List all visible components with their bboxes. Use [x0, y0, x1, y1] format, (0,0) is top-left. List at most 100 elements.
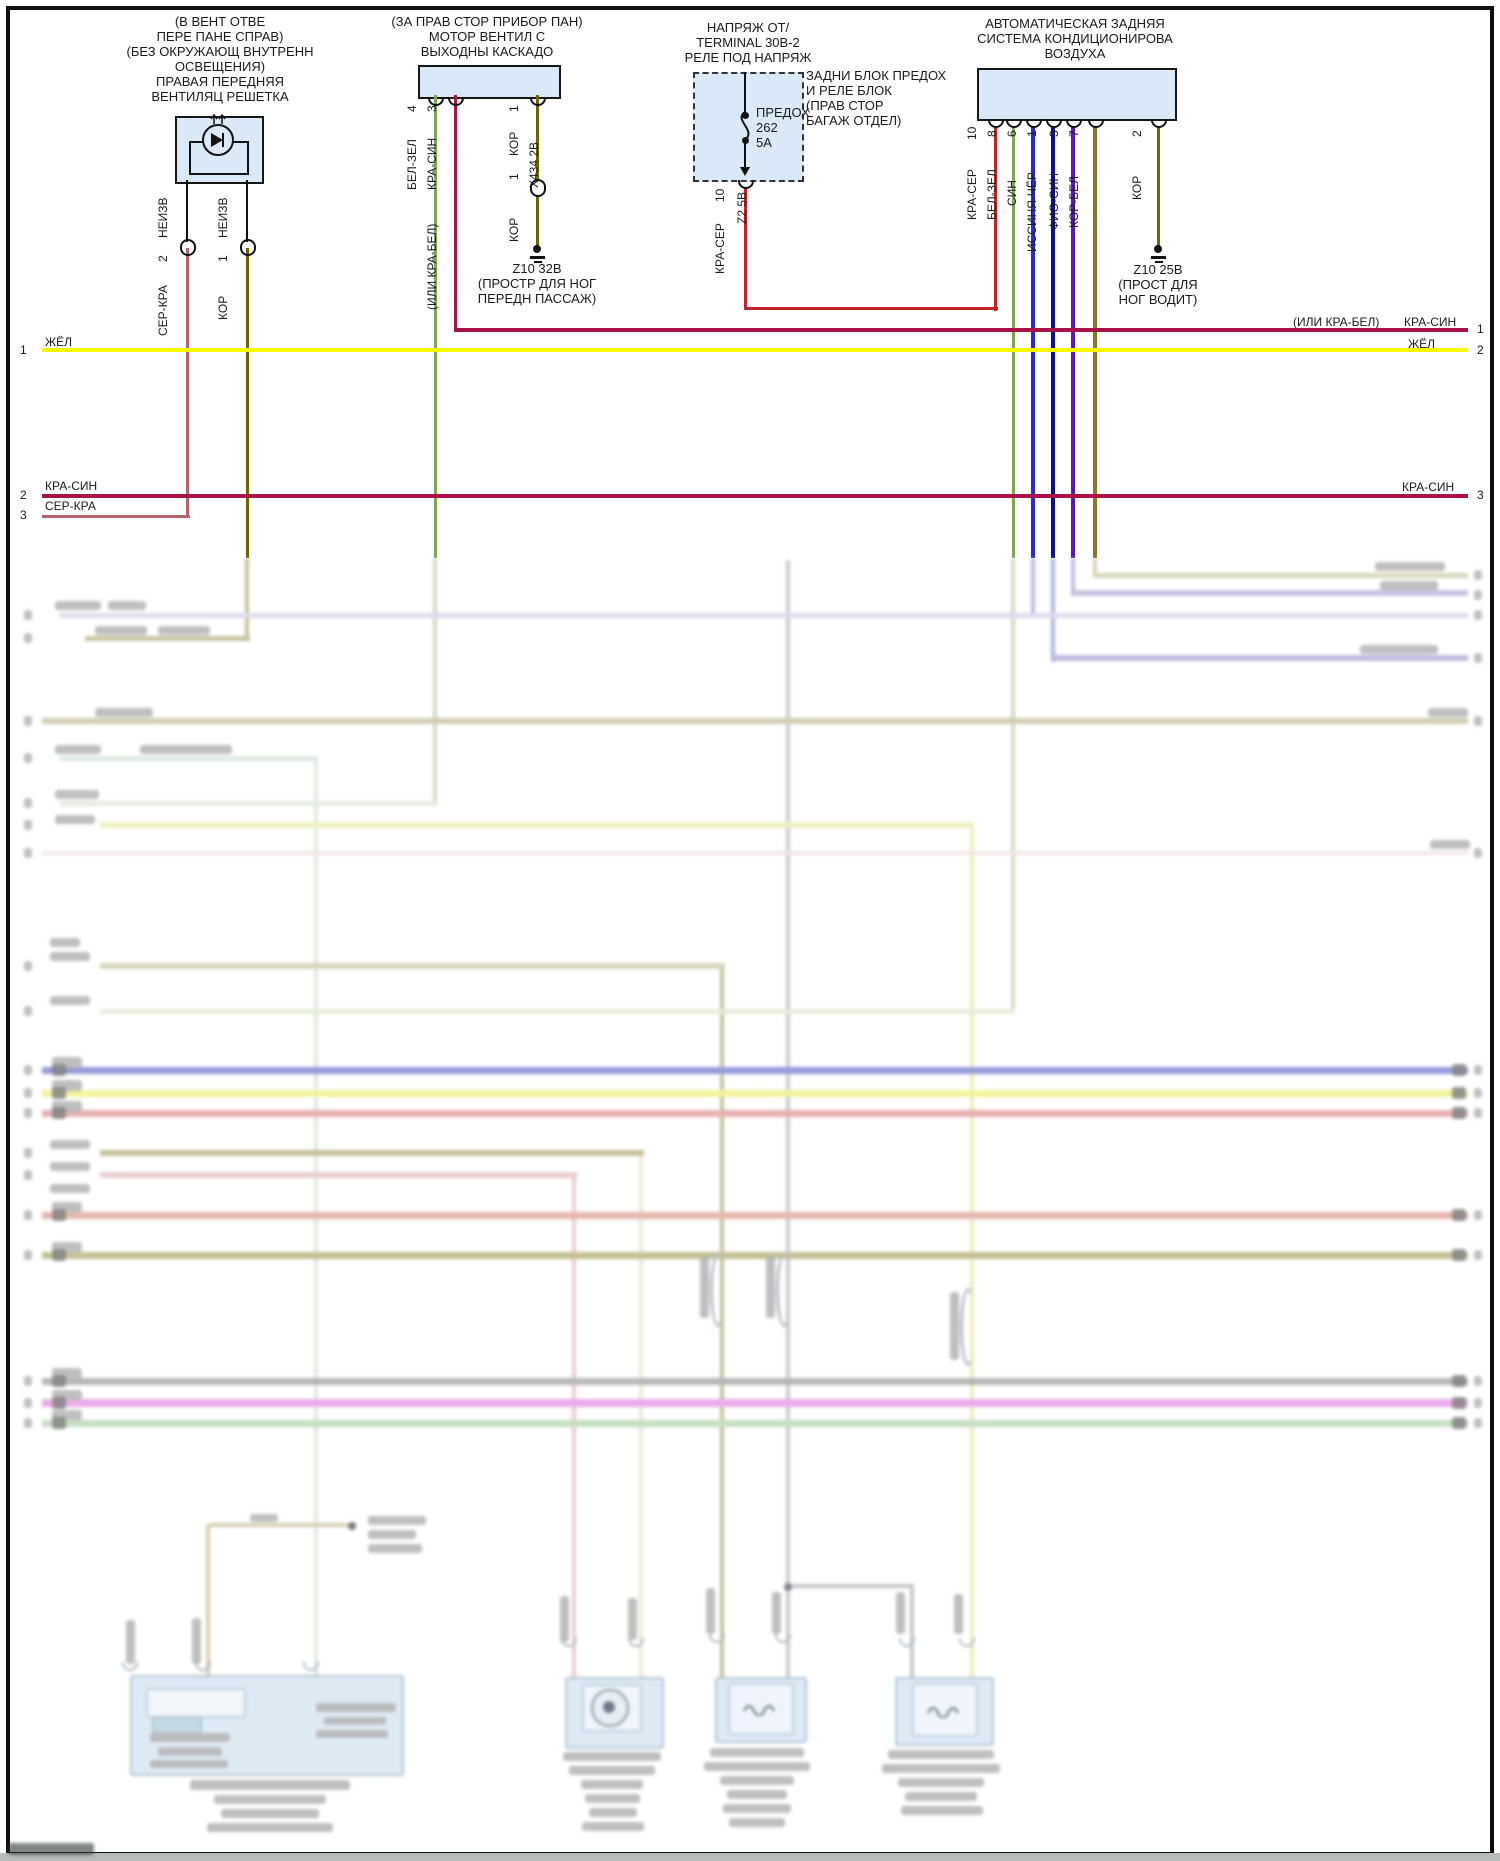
blurred-text-blob [1452, 1375, 1466, 1387]
blurred-text-blob [192, 1618, 201, 1664]
blurred-text-blob [24, 798, 32, 808]
wire [42, 851, 1468, 855]
wire [60, 612, 1468, 618]
blurred-text-blob [24, 1398, 32, 1408]
bus2-right-label: ЖЁЛ [1408, 337, 1435, 351]
blurred-text-blob [706, 1588, 715, 1634]
connector-arc-icon [628, 1638, 644, 1647]
blurred-text-blob [24, 1418, 32, 1428]
wire [1073, 590, 1468, 596]
blurred-text-blob [50, 1140, 90, 1149]
wire [639, 1153, 643, 1679]
wire [42, 1399, 1468, 1407]
wire [100, 1172, 577, 1178]
blurred-text-blob [772, 1592, 781, 1634]
blurred-text-blob [729, 1818, 785, 1827]
wire [100, 822, 974, 828]
rear-ac-title: АВТОМАТИЧЕСКАЯ ЗАДНЯЯ СИСТЕМА КОНДИЦИОНИ… [977, 16, 1173, 61]
wire [744, 142, 746, 168]
blurred-text-blob [52, 1417, 66, 1429]
bus3-right-label: КРА-СИН [1402, 480, 1455, 494]
blurred-text-blob [898, 1778, 984, 1787]
wire [743, 187, 747, 310]
blurred-text-blob [569, 1766, 655, 1775]
blurred-text-blob [563, 1752, 661, 1761]
blurred-text-blob [24, 1006, 32, 1016]
blurred-text-blob [250, 1514, 278, 1522]
blurred-text-blob [95, 708, 153, 717]
bus3-left-label: СЕР-КРА [45, 499, 96, 513]
blurred-text-blob [368, 1516, 426, 1525]
bus2-left-label: КРА-СИН [45, 479, 98, 493]
connector-arc-icon [530, 97, 546, 106]
wire [1071, 558, 1075, 596]
junction-dot [348, 1522, 356, 1530]
blurred-text-blob [50, 996, 90, 1005]
blurred-text-blob [95, 626, 147, 635]
wire [206, 1525, 210, 1679]
blurred-text-blob [24, 1170, 32, 1180]
wire [535, 196, 539, 250]
blurred-text-blob [710, 1748, 804, 1757]
wire [245, 180, 249, 242]
wire [786, 560, 790, 1679]
wire [1093, 558, 1097, 578]
fan-motor-title: (ЗА ПРАВ СТОР ПРИБОР ПАН) МОТОР ВЕНТИЛ С… [391, 14, 583, 59]
connector-arc-icon [240, 247, 256, 256]
blurred-text-blob [52, 1390, 82, 1400]
connector-arc-icon [195, 1662, 211, 1671]
junction-dot [533, 245, 541, 253]
wire [453, 95, 457, 332]
connector-arc-icon [240, 239, 256, 248]
connector-arc-icon [303, 1662, 319, 1671]
wire [1031, 127, 1035, 558]
bus1-right-num: 1 [1477, 322, 1484, 336]
wire [745, 306, 998, 310]
component-box [912, 1683, 978, 1737]
blurred-text-blob [589, 1808, 637, 1817]
blurred-text-blob [1474, 1065, 1482, 1075]
blurred-text-blob [24, 633, 32, 643]
wire [42, 514, 190, 518]
blurred-text-blob [585, 1794, 640, 1803]
blurred-text-blob [1474, 1376, 1482, 1386]
connector-arc-icon [530, 179, 546, 188]
blurred-text-blob [24, 1250, 32, 1260]
blurred-text-blob [1474, 1398, 1482, 1408]
junction-dot [1154, 245, 1162, 253]
fan-motor-box [418, 65, 561, 99]
wire [1095, 572, 1468, 578]
blurred-text-blob [581, 1780, 643, 1789]
blurred-text-blob [52, 1107, 66, 1119]
photo-sensor-icon [189, 113, 249, 175]
blurred-text-blob [52, 1202, 82, 1212]
blurred-text-blob [214, 1795, 326, 1804]
wire [42, 494, 1468, 498]
blurred-text-blob [727, 1790, 787, 1799]
connector-arc-icon [1046, 119, 1062, 128]
wire [433, 558, 437, 805]
wire [100, 1150, 644, 1156]
wire [42, 1066, 1468, 1074]
wire [42, 1419, 1468, 1427]
blurred-text-blob [368, 1544, 422, 1553]
sensor-squiggle-icon [742, 1704, 776, 1716]
connector-arc-icon [530, 188, 546, 197]
sensor-squiggle-icon [926, 1706, 960, 1718]
blurred-text-blob [1474, 1088, 1482, 1098]
wire [1156, 127, 1160, 249]
wire [1051, 558, 1055, 662]
connector-arc-icon [959, 1638, 975, 1647]
wire [1011, 127, 1015, 558]
blurred-text-blob [723, 1804, 791, 1813]
blurred-text-blob [766, 1256, 775, 1318]
wire [245, 558, 249, 640]
blurred-text-blob [50, 952, 90, 961]
blurred-text-blob [52, 1080, 82, 1091]
blurred-text-blob [888, 1750, 994, 1759]
wire [1011, 558, 1015, 1013]
blurred-text-blob [52, 1397, 66, 1409]
wire [85, 635, 250, 641]
wire [42, 718, 1468, 724]
inline-connector-icon [710, 1253, 726, 1327]
